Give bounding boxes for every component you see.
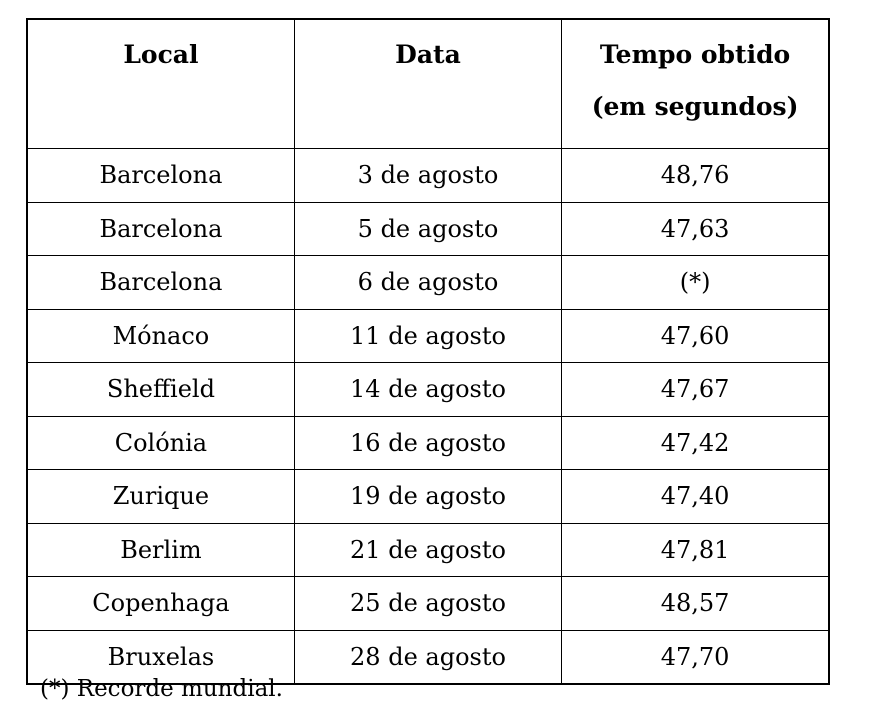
cell-tempo: 47,60 (561, 308, 830, 363)
cell-tempo: 47,67 (561, 362, 830, 417)
results-table: Local Data Tempo obtido (em segundos) Ba… (26, 18, 830, 685)
cell-local: Barcelona (26, 255, 295, 310)
cell-tempo: 47,70 (561, 629, 830, 685)
col-header-tempo-line2: (em segundos) (591, 92, 799, 121)
col-header-tempo-line1: Tempo obtido (599, 40, 791, 69)
table-row: Bruxelas 28 de agosto 47,70 (26, 629, 830, 685)
cell-tempo: 47,81 (561, 522, 830, 577)
cell-tempo: 47,63 (561, 201, 830, 256)
cell-tempo: 48,76 (561, 148, 830, 203)
header-row: Local Data Tempo obtido (em segundos) (26, 18, 830, 149)
table-row: Barcelona 6 de agosto (*) (26, 255, 830, 310)
cell-local: Barcelona (26, 201, 295, 256)
cell-local: Bruxelas (26, 629, 295, 685)
cell-data: 16 de agosto (293, 415, 563, 470)
cell-data: 5 de agosto (293, 201, 563, 256)
cell-local: Berlim (26, 522, 295, 577)
col-header-tempo: Tempo obtido (em segundos) (561, 18, 830, 149)
cell-tempo: (*) (561, 255, 830, 310)
col-header-data: Data (293, 18, 563, 149)
cell-local: Sheffield (26, 362, 295, 417)
col-header-local: Local (26, 18, 295, 149)
table-row: Colónia 16 de agosto 47,42 (26, 415, 830, 470)
cell-local: Copenhaga (26, 576, 295, 631)
col-header-data-label: Data (395, 40, 461, 69)
table-header: Local Data Tempo obtido (em segundos) (26, 18, 830, 149)
cell-local: Barcelona (26, 148, 295, 203)
table-row: Copenhaga 25 de agosto 48,57 (26, 576, 830, 631)
cell-tempo: 47,40 (561, 469, 830, 524)
cell-data: 11 de agosto (293, 308, 563, 363)
cell-data: 6 de agosto (293, 255, 563, 310)
table-row: Berlim 21 de agosto 47,81 (26, 522, 830, 577)
table-row: Sheffield 14 de agosto 47,67 (26, 362, 830, 417)
cell-local: Mónaco (26, 308, 295, 363)
cell-data: 28 de agosto (293, 629, 563, 685)
cell-tempo: 48,57 (561, 576, 830, 631)
table-body: Barcelona 3 de agosto 48,76 Barcelona 5 de a… (26, 148, 830, 685)
footnote: (*) Recorde mundial. (40, 676, 283, 702)
cell-data: 25 de agosto (293, 576, 563, 631)
cell-tempo: 47,42 (561, 415, 830, 470)
cell-local: Zurique (26, 469, 295, 524)
cell-local: Colónia (26, 415, 295, 470)
table-row: Mónaco 11 de agosto 47,60 (26, 308, 830, 363)
table-row: Barcelona 5 de agosto 47,63 (26, 201, 830, 256)
cell-data: 3 de agosto (293, 148, 563, 203)
cell-data: 19 de agosto (293, 469, 563, 524)
cell-data: 21 de agosto (293, 522, 563, 577)
col-header-local-label: Local (123, 40, 199, 69)
table-row: Barcelona 3 de agosto 48,76 (26, 148, 830, 203)
table-row: Zurique 19 de agosto 47,40 (26, 469, 830, 524)
cell-data: 14 de agosto (293, 362, 563, 417)
